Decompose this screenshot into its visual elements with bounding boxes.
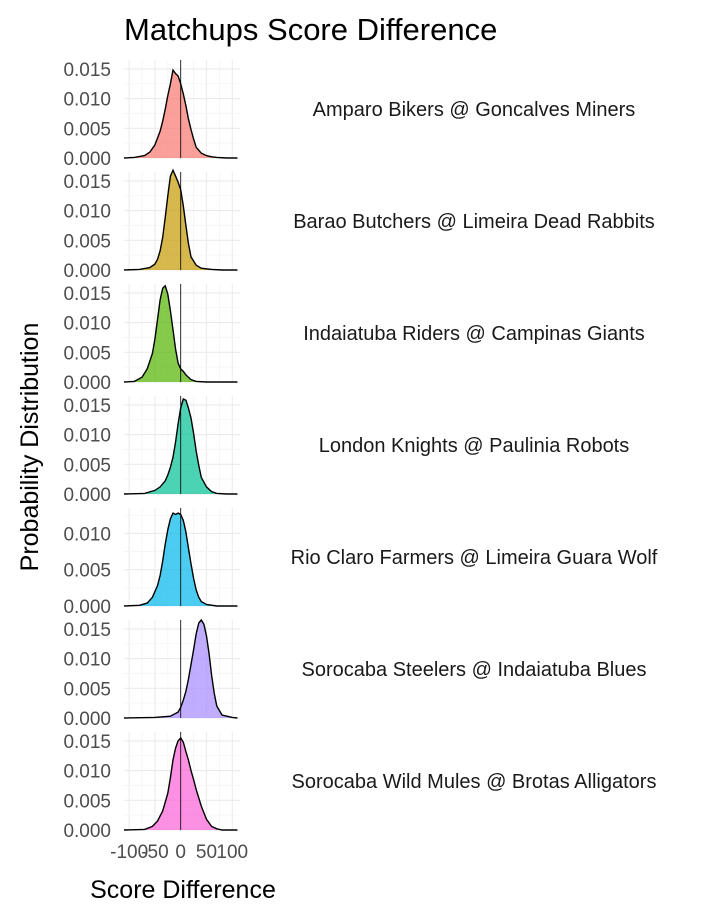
y-tick-label: 0.010 — [63, 762, 111, 783]
y-tick-label: 0.015 — [63, 284, 111, 305]
x-tick-label: -50 — [141, 842, 168, 863]
y-tick-label: 0.000 — [63, 261, 111, 282]
density-area — [124, 620, 238, 718]
y-tick-label: 0.005 — [63, 791, 111, 812]
y-tick-label: 0.010 — [63, 202, 111, 223]
y-tick-label: 0.010 — [63, 524, 111, 545]
y-tick-label: 0.015 — [63, 620, 111, 641]
y-tick-label: 0.005 — [63, 679, 111, 700]
facet-panel: 0.000 0.005 0.010 0.015 London Knights @ Pau… — [63, 396, 629, 506]
x-tick-label: 100 — [216, 842, 248, 863]
y-tick-label: 0.000 — [63, 149, 111, 170]
facet-panels: 0.000 0.005 0.010 0.015 Amparo Bikers @ Gonc… — [63, 60, 657, 842]
facet-strip-label: Sorocaba Steelers @ Indaiatuba Blues — [302, 659, 647, 681]
density-curve — [123, 284, 238, 383]
y-tick-label: 0.000 — [63, 373, 111, 394]
density-curve — [123, 68, 238, 159]
facet-panel: 0.000 0.005 0.010 Rio Claro Farmers @ Limei… — [63, 508, 658, 618]
density-curve — [123, 398, 238, 495]
y-tick-label: 0.015 — [63, 60, 111, 81]
y-tick-label: 0.010 — [63, 90, 111, 111]
y-axis-title: Probability Distribution — [16, 323, 44, 572]
y-tick-label: 0.000 — [63, 709, 111, 730]
facet-strip-label: Rio Claro Farmers @ Limeira Guara Wolf — [291, 547, 658, 569]
y-tick-label: 0.000 — [63, 485, 111, 506]
facet-strip-label: London Knights @ Paulinia Robots — [319, 435, 630, 457]
y-tick-label: 0.000 — [63, 597, 111, 618]
facet-panel: 0.000 0.005 0.010 0.015 Barao Butchers @ Lim… — [63, 168, 655, 282]
y-tick-label: 0.005 — [63, 561, 111, 582]
x-axis-title: Score Difference — [90, 876, 276, 904]
facet-panel: 0.000 0.005 0.010 0.015 Sorocaba Steelers @ … — [63, 618, 647, 730]
density-curve — [123, 168, 238, 271]
facet-strip-label: Barao Butchers @ Limeira Dead Rabbits — [293, 211, 655, 233]
facet-panel: 0.000 0.005 0.010 0.015 Sorocaba Wild Mules … — [63, 732, 656, 842]
y-tick-label: 0.005 — [63, 231, 111, 252]
y-tick-label: 0.005 — [63, 455, 111, 476]
facet-strip-label: Amparo Bikers @ Goncalves Miners — [313, 99, 636, 121]
x-tick-label: 50 — [196, 842, 217, 863]
x-tick-label: 0 — [175, 842, 186, 863]
y-tick-label: 0.005 — [63, 343, 111, 364]
density-curve — [123, 736, 238, 831]
density-curve — [123, 512, 238, 607]
facet-panel: 0.000 0.005 0.010 0.015 Amparo Bikers @ Gonc… — [63, 60, 635, 170]
density-area — [124, 285, 238, 382]
y-tick-label: 0.010 — [63, 426, 111, 447]
y-tick-label: 0.010 — [63, 650, 111, 671]
x-tick-label: -100 — [110, 842, 148, 863]
x-axis: -100-50 0 50 100 — [110, 842, 248, 863]
y-tick-label: 0.015 — [63, 396, 111, 417]
y-tick-label: 0.015 — [63, 732, 111, 753]
y-tick-label: 0.005 — [63, 119, 111, 140]
chart-title: Matchups Score Difference — [124, 12, 497, 47]
y-tick-label: 0.010 — [63, 314, 111, 335]
facet-strip-label: Sorocaba Wild Mules @ Brotas Alligators — [292, 771, 657, 793]
facet-panel: 0.000 0.005 0.010 0.015 Indaiatuba Riders @ … — [63, 284, 644, 394]
y-tick-label: 0.000 — [63, 821, 111, 842]
facet-strip-label: Indaiatuba Riders @ Campinas Giants — [303, 323, 645, 345]
density-curve — [123, 618, 238, 719]
y-tick-label: 0.015 — [63, 172, 111, 193]
